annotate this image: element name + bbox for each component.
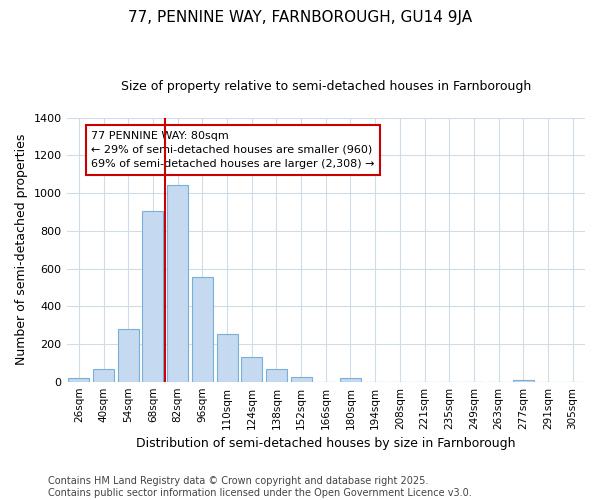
Bar: [192, 277, 213, 382]
Bar: [340, 378, 361, 382]
Bar: [68, 378, 89, 382]
Y-axis label: Number of semi-detached properties: Number of semi-detached properties: [15, 134, 28, 366]
Bar: [241, 356, 262, 382]
Bar: [266, 370, 287, 382]
Bar: [290, 377, 311, 382]
Bar: [142, 211, 163, 382]
X-axis label: Distribution of semi-detached houses by size in Farnborough: Distribution of semi-detached houses by …: [136, 437, 515, 450]
Bar: [93, 370, 114, 382]
Bar: [217, 334, 238, 382]
Title: Size of property relative to semi-detached houses in Farnborough: Size of property relative to semi-detach…: [121, 80, 531, 93]
Text: 77, PENNINE WAY, FARNBOROUGH, GU14 9JA: 77, PENNINE WAY, FARNBOROUGH, GU14 9JA: [128, 10, 472, 25]
Text: 77 PENNINE WAY: 80sqm
← 29% of semi-detached houses are smaller (960)
69% of sem: 77 PENNINE WAY: 80sqm ← 29% of semi-deta…: [91, 131, 375, 169]
Bar: [167, 184, 188, 382]
Bar: [513, 380, 534, 382]
Bar: [118, 329, 139, 382]
Text: Contains HM Land Registry data © Crown copyright and database right 2025.
Contai: Contains HM Land Registry data © Crown c…: [48, 476, 472, 498]
